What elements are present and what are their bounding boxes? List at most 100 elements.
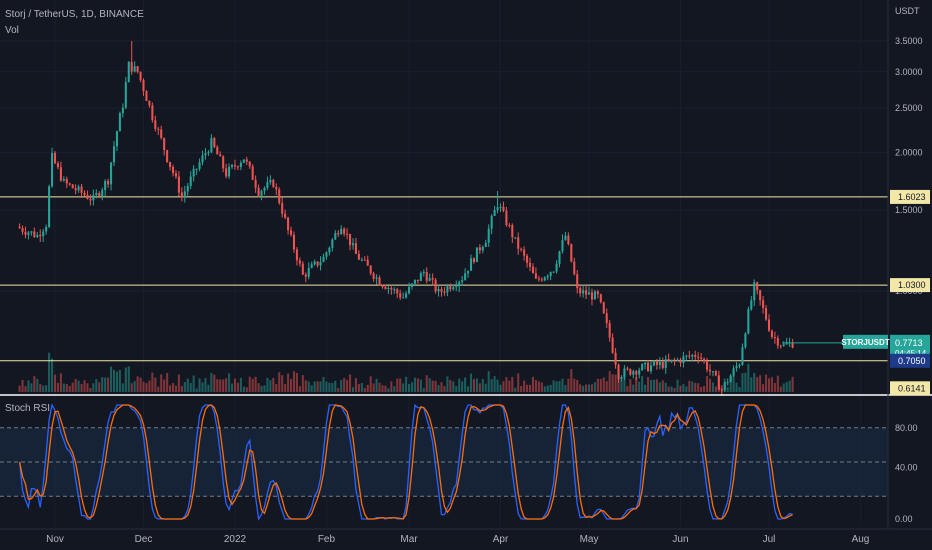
candle-body — [756, 282, 759, 291]
candle-body — [446, 286, 449, 293]
candle-body — [89, 198, 92, 201]
candle-body — [561, 239, 564, 252]
volume-bar — [428, 378, 431, 392]
symbol-tag-label: STORJUSDT — [841, 338, 889, 347]
volume-bar — [416, 378, 419, 392]
candle-body — [691, 354, 694, 357]
candle-body — [717, 375, 720, 390]
volume-bar — [174, 385, 177, 392]
volume-bar — [53, 374, 57, 392]
volume-bar — [558, 381, 561, 392]
candle-body — [192, 168, 195, 177]
volume-bar — [679, 385, 682, 392]
volume-bar — [511, 376, 514, 392]
candle-body — [92, 195, 95, 201]
candle-body — [464, 273, 467, 281]
volume-bar — [213, 374, 216, 392]
volume-bar — [254, 376, 257, 392]
volume-bar — [741, 373, 744, 392]
volume-bar — [585, 384, 588, 392]
candle-body — [171, 166, 175, 174]
volume-bar — [481, 378, 484, 392]
candle-body — [396, 289, 399, 294]
volume-bar — [340, 379, 343, 392]
candle-body — [517, 237, 520, 249]
volume-bar — [360, 383, 363, 392]
candle-body — [174, 173, 177, 177]
candle-body — [664, 359, 667, 368]
candle-body — [534, 273, 537, 279]
candle-body — [349, 233, 352, 246]
candle-body — [546, 275, 549, 278]
volume-bar — [455, 386, 458, 392]
volume-bar — [310, 385, 313, 392]
candle-body — [372, 273, 375, 279]
candle-body — [104, 180, 107, 191]
volume-bar — [735, 382, 738, 392]
volume-bar — [160, 374, 163, 392]
volume-bar — [248, 376, 251, 392]
volume-bar — [729, 377, 732, 392]
volume-bar — [393, 386, 396, 392]
candle-body — [528, 262, 532, 267]
candle-body — [48, 186, 51, 227]
volume-bar — [726, 387, 729, 392]
volume-bar — [608, 371, 611, 392]
candle-body — [363, 259, 366, 261]
candle-body — [375, 277, 378, 279]
candle-body — [245, 159, 248, 162]
extra-price-value: 0.6141 — [898, 383, 926, 393]
volume-bar — [210, 372, 213, 392]
candle-body — [357, 253, 360, 260]
time-tick-label: 2022 — [224, 534, 247, 545]
candle-body — [514, 237, 517, 239]
volume-bar — [39, 384, 42, 392]
volume-bar — [381, 385, 384, 392]
volume-bar — [691, 381, 694, 392]
candle-body — [24, 231, 27, 235]
candle-body — [30, 231, 33, 233]
level-price-value: 0.7050 — [898, 356, 926, 366]
candle-body — [198, 162, 201, 169]
volume-bar — [682, 383, 685, 392]
candle-body — [301, 263, 304, 275]
candle-body — [422, 272, 425, 274]
candle-body — [45, 226, 48, 232]
candle-body — [378, 277, 381, 286]
candle-body — [112, 146, 116, 163]
candle-body — [776, 337, 779, 346]
volume-bar — [408, 383, 411, 392]
volume-bar — [230, 383, 234, 392]
volume-bar — [316, 381, 319, 392]
candle-body — [779, 345, 782, 347]
candle-body — [490, 215, 493, 229]
candle-body — [366, 259, 369, 266]
volume-bar — [325, 381, 328, 392]
candle-body — [354, 243, 357, 254]
volume-bar — [21, 379, 24, 392]
volume-bar — [369, 376, 372, 392]
candle-body — [53, 152, 57, 164]
volume-bar — [596, 378, 599, 392]
candle-body — [791, 342, 794, 348]
candle-body — [115, 131, 118, 147]
candle-body — [127, 61, 130, 83]
candle-body — [148, 100, 151, 106]
candle-body — [390, 287, 393, 290]
volume-bar — [655, 379, 658, 392]
candles — [18, 41, 794, 396]
time-tick-label: Dec — [135, 534, 153, 545]
volume-bar — [478, 383, 481, 392]
volume-bar — [658, 382, 661, 392]
volume-bar — [685, 386, 688, 392]
candle-body — [201, 155, 204, 163]
volume-bar — [493, 376, 496, 392]
volume-bar — [124, 367, 127, 392]
volume-bar — [228, 373, 231, 392]
candle-body — [239, 162, 242, 168]
candle-body — [667, 359, 670, 361]
volume-bar — [278, 372, 281, 392]
candle-body — [475, 247, 478, 262]
volume-bar — [499, 384, 502, 392]
